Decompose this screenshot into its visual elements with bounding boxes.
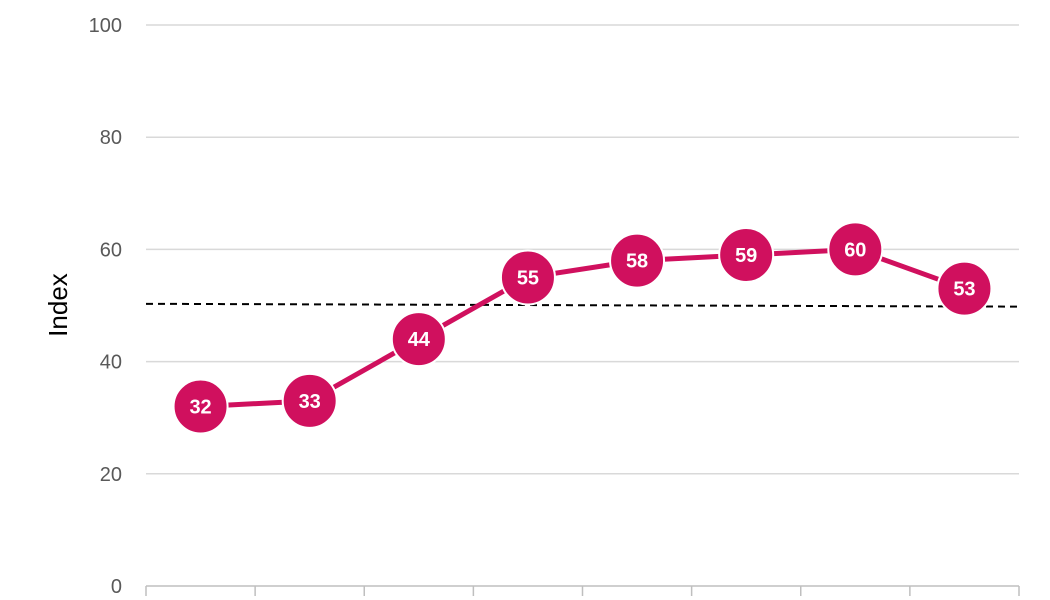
series-group: 32 33 44 55 58 59 60 53 — [172, 221, 993, 435]
data-point — [172, 378, 229, 435]
y-axis-label: Index — [43, 273, 73, 337]
data-point — [609, 232, 666, 289]
data-point — [827, 221, 884, 278]
y-tick-label: 0 — [111, 576, 122, 598]
y-tick-label: 20 — [100, 464, 122, 486]
data-label: 58 — [626, 251, 648, 273]
data-label: 55 — [517, 267, 539, 289]
y-tick-label: 80 — [100, 127, 122, 149]
data-point — [718, 227, 775, 284]
y-axis-ticks: 0 20 40 60 80 100 — [89, 15, 122, 598]
data-point — [499, 249, 556, 306]
data-point — [936, 260, 993, 317]
x-axis — [145, 585, 1020, 596]
y-tick-label: 40 — [100, 352, 122, 374]
data-label: 53 — [953, 279, 975, 301]
gridlines — [146, 24, 1019, 475]
reference-line-group — [145, 302, 1020, 308]
data-label: 59 — [735, 245, 757, 267]
data-point — [390, 311, 447, 368]
data-label: 60 — [844, 239, 866, 261]
y-tick-label: 100 — [89, 15, 122, 37]
y-tick-label: 60 — [100, 239, 122, 261]
data-label: 44 — [408, 329, 431, 351]
data-label: 33 — [299, 391, 321, 413]
data-point — [281, 372, 338, 429]
data-label: 32 — [189, 396, 211, 418]
reference-line — [145, 302, 1020, 308]
